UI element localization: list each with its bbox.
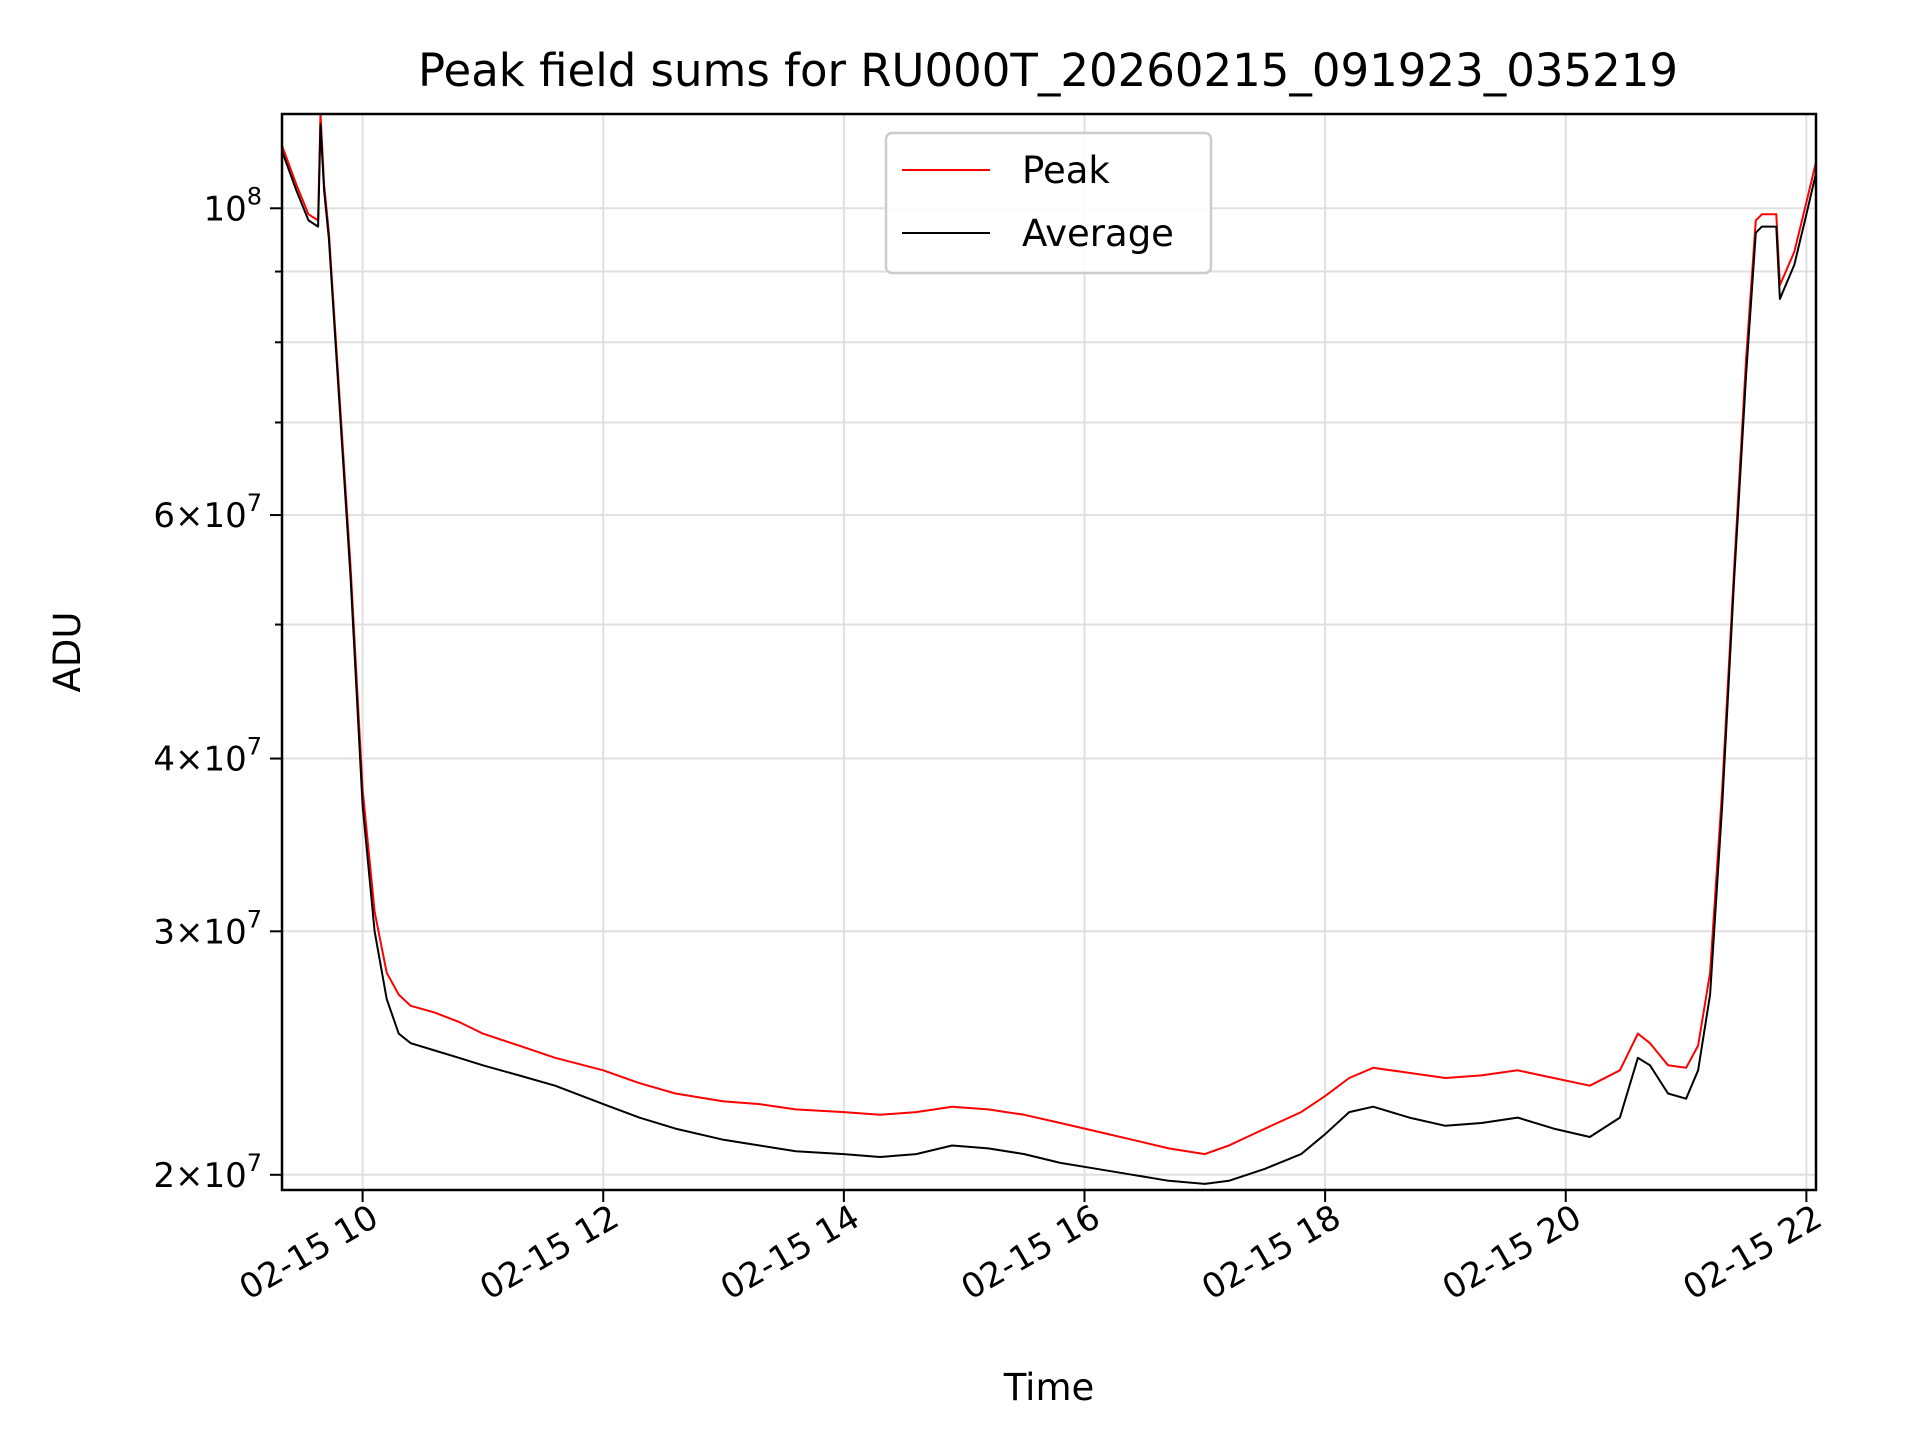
y-tick-base: 10 xyxy=(203,189,246,229)
series-line-peak xyxy=(281,113,1817,1156)
y-tick-label: 3×107 xyxy=(153,905,262,952)
y-tick-exponent: 8 xyxy=(247,182,262,210)
y-tick-label: 2×107 xyxy=(153,1149,262,1196)
x-axis-label: Time xyxy=(1003,1366,1095,1409)
series-line-average xyxy=(281,123,1817,1185)
y-tick-times: ×10 xyxy=(175,912,247,952)
y-tick-times: ×10 xyxy=(175,496,247,536)
y-tick-label: 4×107 xyxy=(153,733,262,780)
y-tick-mantissa: 3 xyxy=(153,912,175,952)
y-tick-mantissa: 4 xyxy=(153,740,175,780)
y-tick-label: 6×107 xyxy=(153,489,262,536)
y-tick-mantissa: 2 xyxy=(153,1156,175,1196)
y-tick-exponent: 7 xyxy=(247,733,262,761)
y-tick-label: 108 xyxy=(203,182,262,229)
y-tick-mantissa: 6 xyxy=(153,496,175,536)
y-tick-times: ×10 xyxy=(175,740,247,780)
legend-label-average: Average xyxy=(1022,212,1174,255)
y-tick-exponent: 7 xyxy=(247,489,262,517)
legend-label-peak: Peak xyxy=(1022,149,1110,192)
plot-frame xyxy=(280,112,1818,1192)
legend: Peak Average xyxy=(884,131,1213,275)
y-tick-exponent: 7 xyxy=(247,905,262,933)
y-tick-exponent: 7 xyxy=(247,1149,262,1177)
y-axis-label: ADU xyxy=(46,612,89,693)
chart-title: Peak field sums for RU000T_20260215_0919… xyxy=(418,44,1678,97)
legend-box xyxy=(884,131,1213,275)
series-group xyxy=(281,113,1817,1185)
y-tick-times: ×10 xyxy=(175,1156,247,1196)
